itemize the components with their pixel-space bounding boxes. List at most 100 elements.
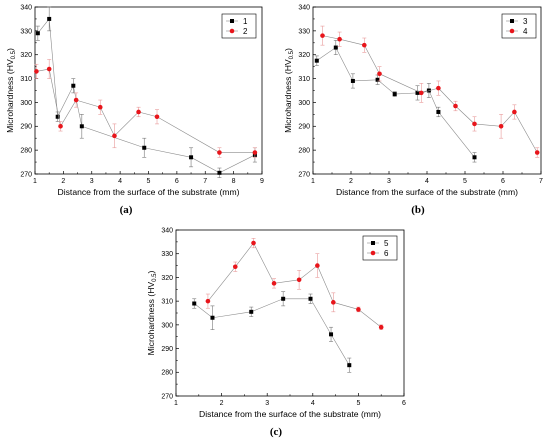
y-axis-label-end: ) <box>146 270 156 273</box>
data-point <box>453 103 458 109</box>
x-tick-label: 5 <box>463 178 467 185</box>
y-axis-label-main: Microhardness (HV <box>5 59 15 133</box>
y-tick-label: 330 <box>298 28 310 35</box>
data-point <box>320 33 325 38</box>
y-axis-label-main: Microhardness (HV <box>283 59 293 133</box>
x-tick-label: 5 <box>147 178 151 185</box>
data-point <box>472 121 477 127</box>
data-point <box>347 363 352 368</box>
legend-label: 2 <box>243 27 248 36</box>
x-tick-label: 1 <box>174 400 178 407</box>
x-tick-label: 2 <box>220 400 224 407</box>
x-axis-label: Distance from the surface of the substra… <box>199 409 381 419</box>
y-tick-label: 330 <box>161 251 173 258</box>
data-point <box>252 150 258 155</box>
y-axis-label: Microhardness (HV0.5) <box>283 48 295 133</box>
panel-label: (a) <box>120 204 133 216</box>
data-point <box>232 264 238 270</box>
series-2 <box>34 59 258 158</box>
y-tick-label: 290 <box>20 124 32 131</box>
series-line <box>194 298 350 366</box>
data-point <box>205 298 211 304</box>
x-tick-label: 5 <box>356 400 360 407</box>
y-tick-label: 280 <box>20 148 32 155</box>
y-axis-label: Microhardness (HV0.5) <box>5 48 17 133</box>
data-point <box>251 240 256 246</box>
y-tick-label: 320 <box>298 52 310 59</box>
x-axis-label: Distance from the surface of the substra… <box>58 187 240 197</box>
series-5 <box>192 291 352 373</box>
y-tick-label: 280 <box>161 370 173 377</box>
data-point <box>34 69 39 74</box>
legend-marker <box>229 28 235 34</box>
legend-marker <box>510 19 514 23</box>
y-tick-label: 310 <box>298 76 310 83</box>
x-tick-label: 2 <box>349 178 353 185</box>
x-tick-label: 4 <box>311 400 315 407</box>
chart-panel-2: 1 2 3 4 5 6 7270280290300310320330340Distance … <box>283 4 543 216</box>
legend-box <box>501 13 537 39</box>
y-tick-label: 270 <box>20 171 32 178</box>
data-point <box>271 281 277 286</box>
data-point <box>375 77 380 82</box>
y-tick-label: 270 <box>161 393 173 400</box>
data-point <box>217 170 222 175</box>
legend-box <box>221 13 257 39</box>
panel-label: (b) <box>411 204 425 216</box>
data-point <box>356 307 361 312</box>
data-point <box>189 155 194 160</box>
data-point <box>534 150 540 155</box>
legend-marker <box>371 241 375 245</box>
data-point <box>329 332 334 337</box>
data-point <box>46 66 52 72</box>
x-tick-label: 9 <box>260 178 264 185</box>
data-point <box>79 124 84 129</box>
data-point <box>136 109 141 115</box>
data-point <box>281 296 286 301</box>
chart-panel-1: 1 2 3 4 5 6 7 8 9270280290300310320330340Distanc… <box>5 4 264 216</box>
y-tick-label: 300 <box>298 100 310 107</box>
x-tick-label: 3 <box>387 178 391 185</box>
y-axis-label: Microhardness (HV0.5) <box>146 270 158 355</box>
y-tick-label: 340 <box>298 4 310 11</box>
y-axis-label-end: ) <box>283 48 293 51</box>
data-point <box>512 109 517 115</box>
data-point <box>337 36 342 42</box>
x-tick-label: 2 <box>61 178 65 185</box>
data-point <box>112 133 117 139</box>
legend: 12 <box>221 13 257 39</box>
data-point <box>377 71 382 77</box>
data-point <box>97 104 103 110</box>
data-point <box>498 123 504 129</box>
series-4 <box>320 25 540 158</box>
data-point <box>142 145 147 150</box>
data-point <box>331 300 336 305</box>
y-tick-label: 300 <box>20 100 32 107</box>
data-point <box>308 296 313 301</box>
legend: 34 <box>501 13 537 39</box>
x-tick-label: 3 <box>265 400 269 407</box>
data-point <box>47 16 52 21</box>
y-tick-label: 300 <box>161 322 173 329</box>
series-3 <box>314 40 477 163</box>
legend-box <box>362 235 398 261</box>
legend-marker <box>509 28 515 34</box>
data-point <box>419 90 424 96</box>
y-axis-label-end: ) <box>5 48 15 51</box>
data-point <box>315 263 320 268</box>
data-point <box>154 114 160 120</box>
y-tick-label: 290 <box>161 346 173 353</box>
data-point <box>392 92 397 97</box>
data-point <box>314 58 319 63</box>
y-tick-label: 330 <box>20 28 32 35</box>
x-tick-label: 1 <box>33 178 37 185</box>
x-tick-label: 7 <box>203 178 207 185</box>
legend-marker <box>230 19 234 23</box>
data-point <box>362 42 367 48</box>
legend-label: 5 <box>384 239 389 248</box>
y-axis-label-subscript: 0.5 <box>152 273 158 282</box>
y-axis-label-subscript: 0.5 <box>11 50 17 59</box>
x-tick-label: 4 <box>425 178 429 185</box>
series-line <box>322 35 538 153</box>
